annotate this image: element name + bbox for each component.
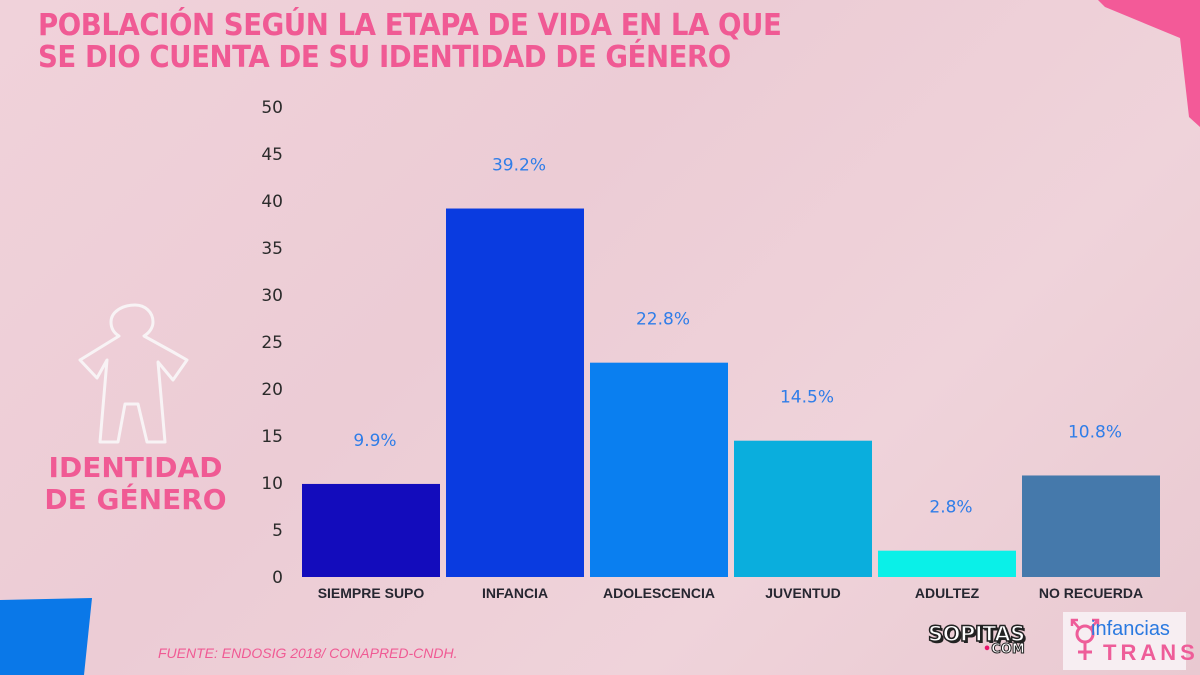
bar-adultez xyxy=(878,550,1016,577)
side-label-line-1: IDENTIDAD xyxy=(48,451,223,484)
y-tick-label: 15 xyxy=(261,427,283,447)
y-tick-label: 40 xyxy=(261,192,283,212)
person-outline-icon xyxy=(78,303,189,444)
category-label: SIEMPRE SUPO xyxy=(318,585,425,601)
y-axis: 0 5 10 15 20 25 30 35 40 45 50 xyxy=(261,98,283,588)
sopitas-logo-text: SOPITAS xyxy=(927,621,1026,647)
value-label: 2.8% xyxy=(929,498,972,518)
infancias-text: infancias xyxy=(1091,618,1170,640)
corner-decoration-pink xyxy=(1098,0,1200,127)
value-label: 39.2% xyxy=(492,156,546,176)
y-tick-label: 0 xyxy=(272,568,283,588)
trans-text: TRANS xyxy=(1103,640,1199,665)
sopitas-logo: SOPITAS •COM xyxy=(927,621,1026,658)
category-label: ADOLESCENCIA xyxy=(603,585,715,601)
y-tick-label: 35 xyxy=(261,239,283,259)
y-tick-label: 30 xyxy=(261,286,283,306)
y-tick-label: 20 xyxy=(261,380,283,400)
corner-decoration-blue xyxy=(0,598,92,675)
y-tick-label: 50 xyxy=(261,98,283,118)
category-label: NO RECUERDA xyxy=(1039,585,1143,601)
category-label: INFANCIA xyxy=(482,585,548,601)
y-tick-label: 5 xyxy=(272,521,283,541)
title-line-2-normal: SE DIO CUENTA DE SU xyxy=(38,40,379,75)
bar-adolescencia xyxy=(590,362,728,577)
y-tick-label: 25 xyxy=(261,333,283,353)
bar-siempre-supo xyxy=(302,483,440,577)
title-line-2-strong: IDENTIDAD DE GÉNERO xyxy=(378,40,731,75)
title-line-2: SE DIO CUENTA DE SU IDENTIDAD DE GÉNERO xyxy=(38,42,781,74)
category-labels: SIEMPRE SUPO INFANCIA ADOLESCENCIA JUVENTUD… xyxy=(318,585,1143,601)
value-labels: 9.9% 39.2% 22.8% 14.5% 2.8% 10.8% xyxy=(353,156,1122,518)
value-label: 9.9% xyxy=(353,431,396,451)
transgender-symbol-icon xyxy=(1070,618,1100,660)
value-label: 22.8% xyxy=(636,310,690,330)
bars xyxy=(302,208,1160,577)
category-label: JUVENTUD xyxy=(765,585,840,601)
bar-no-recuerda xyxy=(1022,475,1160,577)
sopitas-logo-com: •COM xyxy=(928,642,1026,658)
title-line-1: POBLACIÓN SEGÚN LA ETAPA DE VIDA EN LA Q… xyxy=(38,8,782,43)
chart-title: POBLACIÓN SEGÚN LA ETAPA DE VIDA EN LA Q… xyxy=(38,8,782,74)
bar-infancia xyxy=(446,208,584,577)
infancias-trans-logo: infancias TRANS xyxy=(1063,612,1195,670)
side-label: IDENTIDAD DE GÉNERO xyxy=(38,452,233,516)
bar-juventud xyxy=(734,440,872,577)
category-label: ADULTEZ xyxy=(915,585,980,601)
sopitas-com-text: COM xyxy=(991,642,1026,658)
side-label-line-2: DE GÉNERO xyxy=(44,483,227,516)
sopitas-dot: • xyxy=(982,642,992,657)
y-tick-label: 10 xyxy=(261,474,283,494)
y-tick-label: 45 xyxy=(261,145,283,165)
value-label: 14.5% xyxy=(780,388,834,408)
source-note: FUENTE: ENDOSIG 2018/ CONAPRED-CNDH. xyxy=(158,645,458,661)
value-label: 10.8% xyxy=(1068,422,1122,442)
